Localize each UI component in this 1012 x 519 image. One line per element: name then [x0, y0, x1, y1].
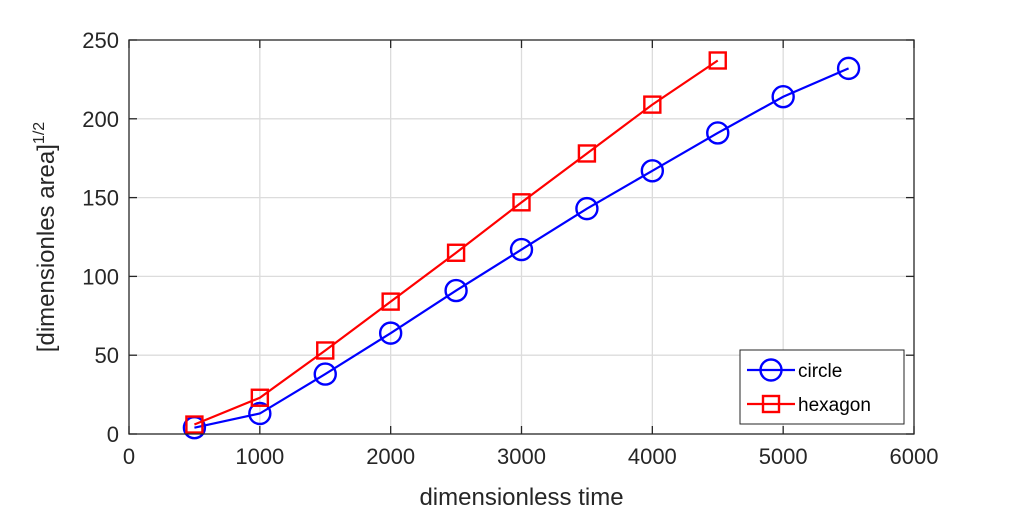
legend: circle hexagon: [739, 349, 905, 425]
legend-entry-circle: circle: [747, 358, 842, 382]
series-line-circle: [194, 67, 850, 429]
x-tick-label: 5000: [759, 444, 808, 469]
legend-label-circle: circle: [798, 361, 842, 382]
series-hexagon: [185, 51, 727, 434]
series-line-hexagon: [193, 59, 719, 426]
data-point-circle: [575, 196, 599, 221]
data-point-hexagon: [185, 415, 204, 434]
y-axis-label-main: [dimensionles area]: [33, 144, 60, 352]
x-axis-label: dimensionless time: [419, 484, 623, 511]
data-point-circle: [378, 321, 403, 345]
x-tick-label: 1000: [235, 444, 284, 469]
data-point-circle: [313, 362, 337, 386]
data-point-hexagon: [643, 95, 662, 114]
x-tick-label: 6000: [890, 444, 939, 469]
legend-entry-hexagon: hexagon: [747, 394, 871, 416]
y-tick-label: 100: [82, 264, 119, 289]
data-point-hexagon: [250, 388, 270, 407]
data-point-hexagon: [708, 51, 727, 70]
x-tick-label: 3000: [497, 444, 546, 469]
x-tick-label: 0: [123, 444, 135, 469]
data-point-hexagon: [512, 193, 531, 212]
y-axis-label: [dimensionles area]1/2: [31, 122, 60, 352]
data-point-hexagon: [381, 292, 400, 311]
data-point-circle: [640, 159, 665, 183]
legend-marker-hexagon: [761, 394, 781, 414]
data-point-circle: [706, 121, 730, 145]
y-tick-label: 200: [82, 107, 119, 132]
series-layer: [182, 51, 861, 440]
y-axis-label-superscript: 1/2: [31, 122, 48, 144]
data-point-hexagon: [577, 144, 597, 163]
data-point-circle: [509, 237, 534, 262]
legend-marker-circle: [759, 358, 783, 382]
data-point-hexagon: [446, 243, 466, 262]
data-point-circle: [771, 85, 795, 109]
y-tick-label: 250: [82, 28, 119, 53]
y-tick-label: 150: [82, 186, 119, 211]
data-point-circle: [248, 401, 272, 426]
data-point-hexagon: [316, 341, 335, 360]
y-tick-label: 50: [95, 343, 119, 368]
x-tick-label: 4000: [628, 444, 677, 469]
data-point-circle: [836, 56, 861, 81]
data-point-circle: [444, 278, 468, 303]
x-tick-label: 2000: [366, 444, 415, 469]
y-tick-label: 0: [107, 422, 119, 447]
axis-ticks: 0 1000 2000 3000 4000 5000 6000 0 50 100 150 200 250: [82, 28, 938, 469]
legend-label-hexagon: hexagon: [798, 395, 871, 416]
